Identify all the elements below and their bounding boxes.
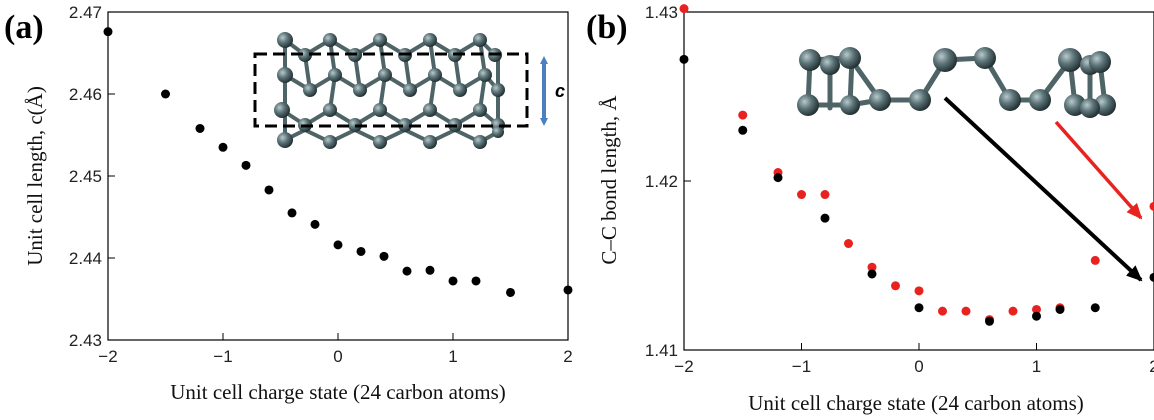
data-point-a-series-0 — [195, 123, 205, 133]
inset-label-c: c — [555, 81, 565, 101]
ticks-a: −2 −1 0 1 2 2.43 2.44 2.45 2.46 2.47 — [69, 3, 573, 366]
data-point-a-series-0 — [333, 240, 343, 250]
data-point-b-series-0 — [961, 306, 971, 316]
data-point-b-series-1 — [1090, 303, 1100, 313]
x-tick-label-a: 1 — [448, 347, 457, 366]
data-point-b-series-0 — [738, 110, 748, 120]
x-tick-label-b: −1 — [792, 357, 811, 376]
data-point-b-series-1 — [1149, 272, 1154, 282]
x-tick-label-a: 0 — [333, 347, 342, 366]
data-point-a-series-0 — [402, 266, 412, 276]
data-point-a-series-0 — [563, 285, 573, 295]
data-point-b-series-1 — [738, 125, 748, 135]
data-point-b-series-0 — [844, 239, 853, 249]
data-point-a-series-0 — [471, 276, 481, 286]
data-point-b-series-0 — [891, 281, 900, 291]
y-tick-label-a: 2.44 — [69, 249, 102, 268]
bond-structure-inset-image — [797, 47, 1143, 282]
data-point-b-series-0 — [867, 262, 877, 272]
x-tick-label-b: 2 — [1149, 357, 1154, 376]
data-point-a-series-0 — [425, 265, 435, 275]
y-tick-label-a: 2.43 — [69, 331, 102, 350]
panel-b: (b) Unit cell charge state (24 carbon at… — [586, 3, 1154, 415]
y-tick-label-b: 1.41 — [645, 341, 678, 360]
points-a — [103, 27, 573, 297]
data-point-b-series-0 — [1090, 255, 1100, 265]
points-b — [679, 4, 1154, 326]
x-axis-label-b: Unit cell charge state (24 carbon atoms) — [748, 391, 1084, 415]
y-tick-label-b: 1.43 — [645, 3, 678, 22]
panel-a: (a) Unit cell charge state (24 carbon at… — [4, 3, 573, 404]
data-point-b-series-0 — [938, 306, 947, 316]
data-point-b-series-1 — [914, 303, 924, 313]
data-point-b-series-1 — [820, 213, 830, 223]
data-point-b-series-0 — [1149, 201, 1154, 211]
x-tick-label-a: −2 — [98, 347, 117, 366]
data-point-b-series-1 — [985, 316, 994, 326]
data-point-a-series-0 — [218, 142, 228, 152]
data-point-b-series-1 — [679, 54, 689, 64]
x-tick-label-b: 0 — [914, 357, 923, 376]
x-tick-label-a: −1 — [213, 347, 232, 366]
data-point-b-series-0 — [1032, 304, 1041, 314]
data-point-a-series-0 — [506, 287, 515, 297]
y-tick-label-a: 2.45 — [69, 167, 102, 186]
data-point-b-series-0 — [820, 190, 830, 200]
data-point-a-series-0 — [103, 27, 113, 37]
data-point-a-series-0 — [241, 160, 251, 170]
data-point-a-series-0 — [448, 276, 458, 286]
data-point-b-series-1 — [1055, 304, 1065, 314]
data-point-a-series-0 — [310, 219, 320, 229]
x-tick-label-b: −2 — [674, 357, 693, 376]
data-point-a-series-0 — [287, 208, 297, 218]
data-point-b-series-1 — [867, 269, 877, 279]
y-tick-label-a: 2.46 — [69, 85, 102, 104]
y-tick-label-b: 1.42 — [645, 172, 678, 191]
x-tick-label-b: 1 — [1032, 357, 1041, 376]
data-point-b-series-0 — [914, 286, 924, 296]
data-point-b-series-1 — [773, 173, 783, 183]
data-point-b-series-1 — [1032, 311, 1041, 321]
data-point-a-series-0 — [379, 251, 389, 261]
x-tick-label-a: 2 — [563, 347, 572, 366]
data-point-a-series-0 — [264, 185, 274, 195]
panel-label-b: (b) — [586, 9, 628, 46]
y-axis-label-b: C–C bond length, Å — [597, 95, 621, 265]
panel-label-a: (a) — [4, 9, 44, 46]
data-point-b-series-0 — [679, 4, 689, 14]
y-tick-label-a: 2.47 — [69, 3, 102, 22]
data-point-b-series-0 — [1008, 306, 1018, 316]
data-point-b-series-0 — [797, 190, 806, 200]
data-point-a-series-0 — [356, 246, 366, 256]
ticks-b: −2 −1 0 1 2 1.41 1.42 1.43 — [645, 3, 1154, 376]
data-point-a-series-0 — [161, 89, 170, 99]
nanotube-inset-image — [253, 32, 548, 149]
x-axis-label-a: Unit cell charge state (24 carbon atoms) — [170, 380, 506, 404]
y-axis-label-a: Unit cell length, c(Å) — [23, 86, 47, 266]
